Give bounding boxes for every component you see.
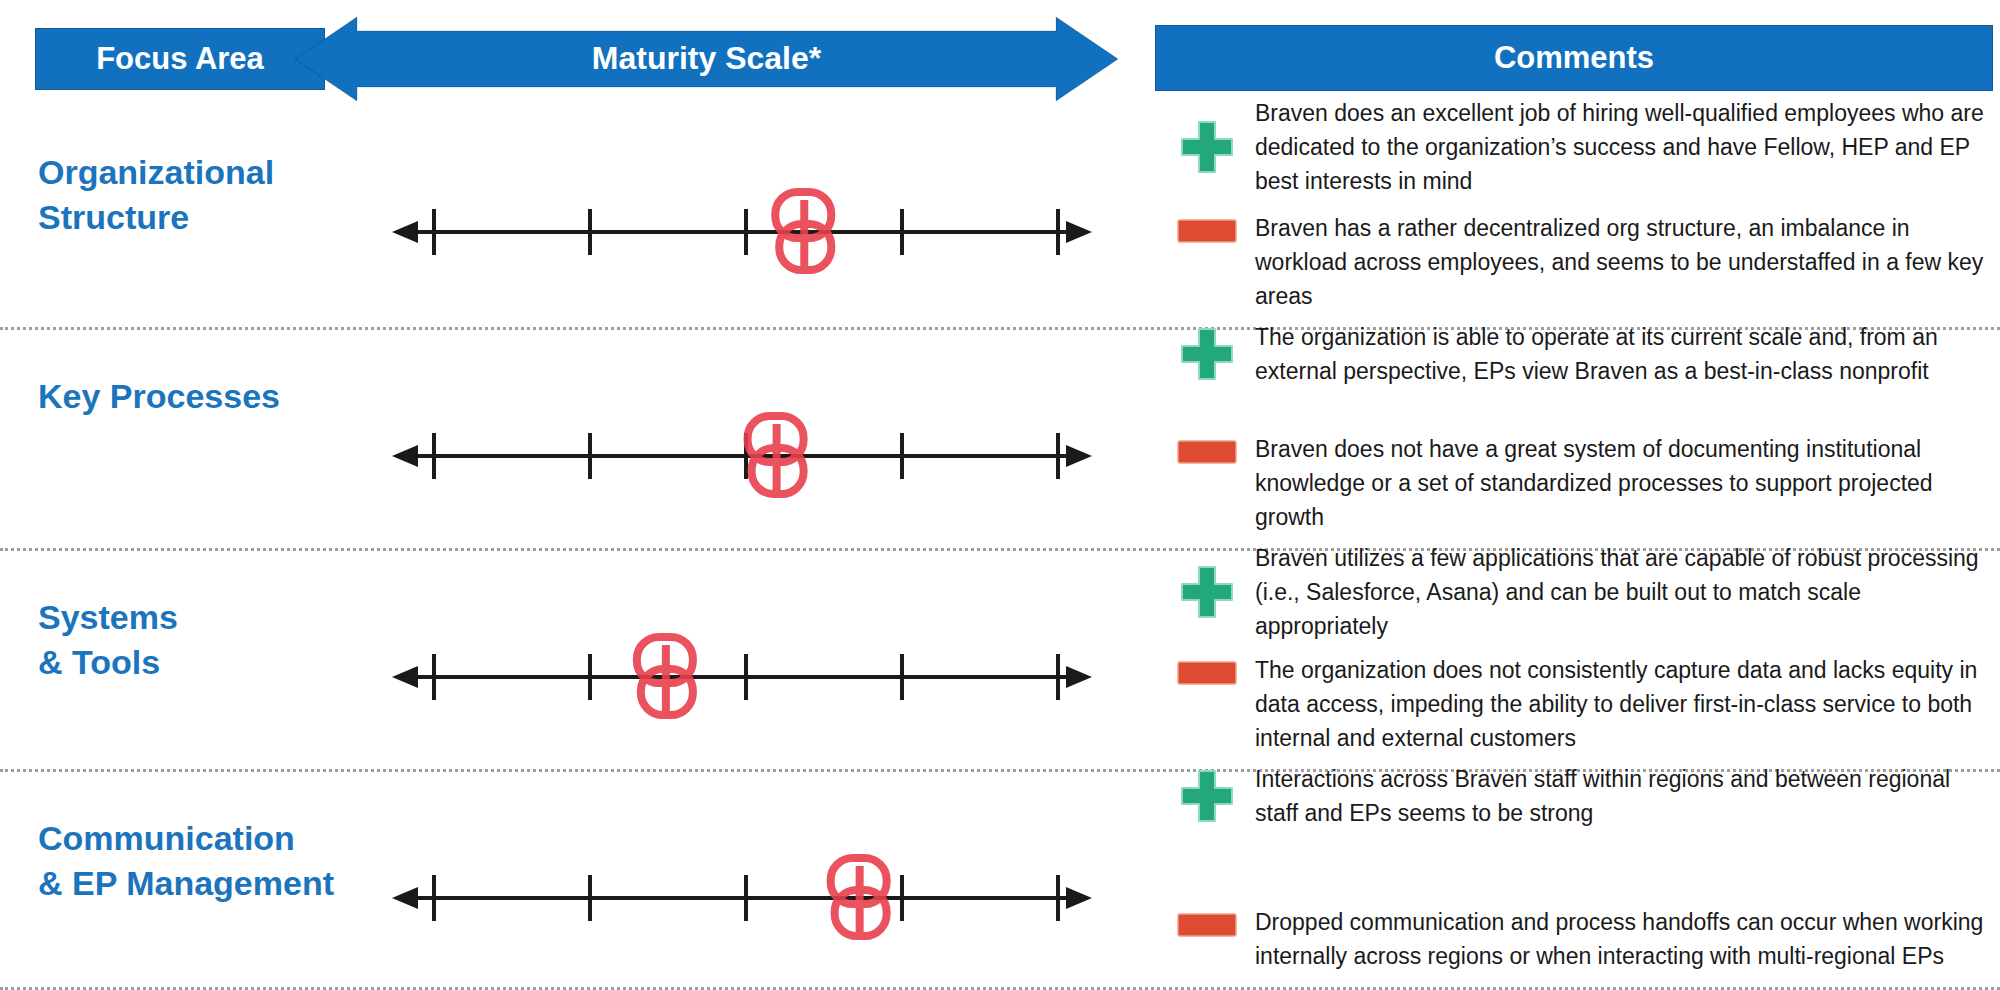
- negative-comment: Braven does not have a great system of d…: [1158, 432, 1994, 534]
- positive-comment-text: The organization is able to operate at i…: [1255, 320, 1993, 388]
- positive-comment-text: Braven utilizes a few applications that …: [1255, 541, 1993, 643]
- positive-comment: The organization is able to operate at i…: [1158, 320, 1994, 388]
- negative-comment-text: The organization does not consistently c…: [1255, 653, 1993, 755]
- scale-axis-icon: [392, 627, 1092, 727]
- focus-row-communication-ep-management: Communication & EP Management: [0, 769, 2000, 990]
- comments-cell: Braven does an excellent job of hiring w…: [1158, 96, 1994, 313]
- comments-cell: Interactions across Braven staff within …: [1158, 762, 1994, 973]
- comments-cell: The organization is able to operate at i…: [1158, 320, 1994, 534]
- row-label: Systems & Tools: [38, 595, 178, 685]
- maturity-scale-header-label: Maturity Scale*: [295, 14, 1118, 104]
- minus-icon: [1158, 653, 1255, 755]
- focus-row-organizational-structure: Organizational Structure: [0, 106, 2000, 327]
- plus-icon: [1158, 96, 1255, 198]
- scribble-circle-icon: [775, 192, 831, 270]
- negative-comment: The organization does not consistently c…: [1158, 653, 1994, 755]
- focus-row-key-processes: Key Processes: [0, 327, 2000, 548]
- scale-axis-icon: [392, 406, 1092, 506]
- comments-header-label: Comments: [1494, 40, 1654, 76]
- positive-comment-text: Braven does an excellent job of hiring w…: [1255, 96, 1993, 198]
- row-label: Communication & EP Management: [38, 816, 334, 906]
- scale-axis-icon: [392, 848, 1092, 948]
- scribble-circle-icon: [637, 637, 693, 715]
- minus-icon: [1158, 432, 1255, 534]
- comments-cell: Braven utilizes a few applications that …: [1158, 541, 1994, 755]
- negative-comment-text: Dropped communication and process handof…: [1255, 905, 1993, 973]
- negative-comment-text: Braven does not have a great system of d…: [1255, 432, 1993, 534]
- plus-icon: [1158, 320, 1255, 388]
- negative-comment: Braven has a rather decentralized org st…: [1158, 211, 1994, 313]
- comments-header: Comments: [1155, 25, 1993, 91]
- maturity-scale: [392, 406, 1092, 506]
- scribble-circle-icon: [748, 416, 804, 494]
- positive-comment: Interactions across Braven staff within …: [1158, 762, 1994, 830]
- maturity-assessment-slide: Focus Area Maturity Scale* Comments Orga…: [0, 0, 2000, 990]
- focus-area-header-label: Focus Area: [96, 41, 264, 77]
- positive-comment: Braven does an excellent job of hiring w…: [1158, 96, 1994, 198]
- plus-icon: [1158, 762, 1255, 830]
- minus-icon: [1158, 905, 1255, 973]
- maturity-scale-header: Maturity Scale*: [295, 14, 1118, 104]
- header-row: Focus Area Maturity Scale* Comments: [0, 0, 2000, 106]
- positive-comment-text: Interactions across Braven staff within …: [1255, 762, 1993, 830]
- negative-comment: Dropped communication and process handof…: [1158, 905, 1994, 973]
- row-label: Organizational Structure: [38, 150, 274, 240]
- plus-icon: [1158, 541, 1255, 643]
- minus-icon: [1158, 211, 1255, 313]
- positive-comment: Braven utilizes a few applications that …: [1158, 541, 1994, 643]
- maturity-scale: [392, 627, 1092, 727]
- row-label: Key Processes: [38, 374, 280, 419]
- scribble-circle-icon: [831, 858, 887, 936]
- focus-area-header: Focus Area: [35, 28, 325, 90]
- maturity-scale: [392, 182, 1092, 282]
- maturity-scale: [392, 848, 1092, 948]
- negative-comment-text: Braven has a rather decentralized org st…: [1255, 211, 1993, 313]
- scale-axis-icon: [392, 182, 1092, 282]
- focus-row-systems-tools: Systems & Tools: [0, 548, 2000, 769]
